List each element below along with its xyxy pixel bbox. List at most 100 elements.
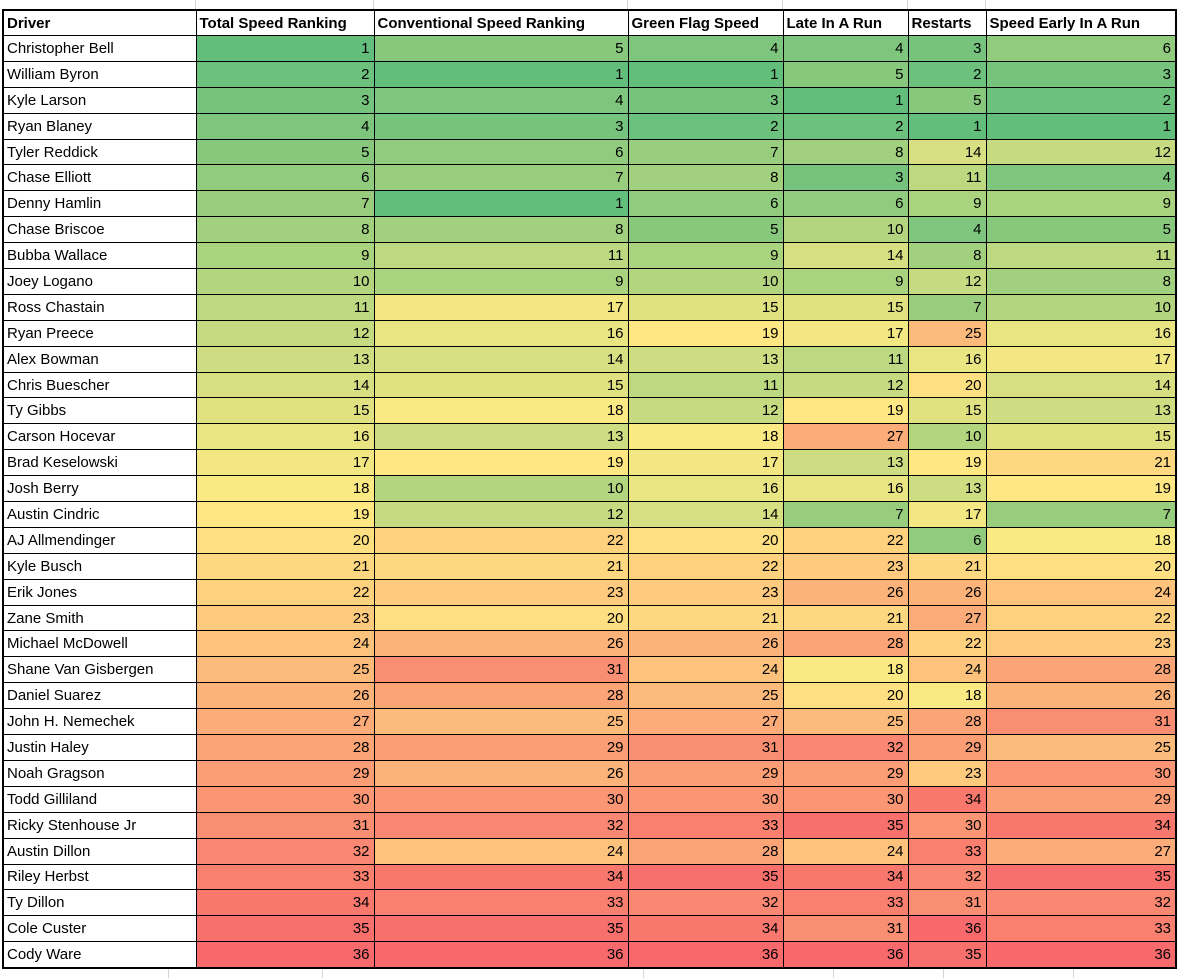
rank-cell[interactable]: 15 [907, 397, 987, 425]
rank-cell[interactable]: 25 [627, 682, 784, 710]
rank-cell[interactable]: 6 [907, 526, 987, 554]
rank-cell[interactable]: 30 [985, 759, 1177, 787]
driver-name-cell[interactable]: Cole Custer [2, 915, 197, 943]
rank-cell[interactable]: 26 [985, 682, 1177, 710]
rank-cell[interactable]: 8 [195, 216, 375, 244]
driver-name-cell[interactable]: Tyler Reddick [2, 138, 197, 166]
rank-cell[interactable]: 19 [907, 449, 987, 477]
rank-cell[interactable]: 26 [195, 682, 375, 710]
rank-cell[interactable]: 32 [627, 889, 784, 917]
rank-cell[interactable]: 13 [373, 423, 629, 451]
rank-cell[interactable]: 25 [985, 734, 1177, 761]
rank-cell[interactable]: 5 [627, 216, 784, 244]
rank-cell[interactable]: 31 [907, 889, 987, 917]
rank-cell[interactable]: 23 [195, 604, 375, 632]
rank-cell[interactable]: 35 [782, 811, 909, 839]
rank-cell[interactable]: 6 [195, 164, 375, 192]
rank-cell[interactable]: 15 [627, 293, 784, 321]
rank-cell[interactable]: 14 [373, 345, 629, 373]
driver-name-cell[interactable]: Austin Cindric [2, 501, 197, 528]
rank-cell[interactable]: 21 [373, 552, 629, 580]
column-header-restarts[interactable]: Restarts [907, 9, 987, 36]
column-header-late-in-a-run[interactable]: Late In A Run [782, 9, 909, 36]
rank-cell[interactable]: 16 [373, 319, 629, 347]
rank-cell[interactable]: 32 [907, 863, 987, 891]
rank-cell[interactable]: 23 [985, 630, 1177, 658]
rank-cell[interactable]: 5 [985, 216, 1177, 244]
rank-cell[interactable]: 36 [985, 941, 1177, 969]
rank-cell[interactable]: 20 [985, 552, 1177, 580]
rank-cell[interactable]: 1 [627, 60, 784, 88]
rank-cell[interactable]: 21 [195, 552, 375, 580]
rank-cell[interactable]: 26 [373, 759, 629, 787]
rank-cell[interactable]: 6 [782, 190, 909, 218]
rank-cell[interactable]: 33 [782, 889, 909, 917]
rank-cell[interactable]: 22 [907, 630, 987, 658]
rank-cell[interactable]: 17 [373, 293, 629, 321]
rank-cell[interactable]: 12 [627, 397, 784, 425]
rank-cell[interactable]: 10 [782, 216, 909, 244]
rank-cell[interactable]: 17 [985, 345, 1177, 373]
rank-cell[interactable]: 23 [907, 759, 987, 787]
rank-cell[interactable]: 29 [373, 734, 629, 761]
rank-cell[interactable]: 31 [985, 708, 1177, 736]
rank-cell[interactable]: 36 [907, 915, 987, 943]
rank-cell[interactable]: 3 [782, 164, 909, 192]
rank-cell[interactable]: 19 [985, 475, 1177, 503]
rank-cell[interactable]: 3 [907, 35, 987, 62]
driver-name-cell[interactable]: AJ Allmendinger [2, 526, 197, 554]
rank-cell[interactable]: 24 [195, 630, 375, 658]
rank-cell[interactable]: 20 [373, 604, 629, 632]
driver-name-cell[interactable]: Bubba Wallace [2, 242, 197, 270]
driver-name-cell[interactable]: Cody Ware [2, 941, 197, 969]
rank-cell[interactable]: 2 [907, 60, 987, 88]
rank-cell[interactable]: 25 [782, 708, 909, 736]
driver-name-cell[interactable]: Alex Bowman [2, 345, 197, 373]
rank-cell[interactable]: 9 [195, 242, 375, 270]
rank-cell[interactable]: 13 [907, 475, 987, 503]
rank-cell[interactable]: 3 [373, 112, 629, 140]
driver-name-cell[interactable]: Ross Chastain [2, 293, 197, 321]
rank-cell[interactable]: 5 [782, 60, 909, 88]
rank-cell[interactable]: 20 [195, 526, 375, 554]
rank-cell[interactable]: 33 [195, 863, 375, 891]
rank-cell[interactable]: 6 [373, 138, 629, 166]
rank-cell[interactable]: 34 [985, 811, 1177, 839]
driver-name-cell[interactable]: William Byron [2, 60, 197, 88]
rank-cell[interactable]: 10 [907, 423, 987, 451]
rank-cell[interactable]: 32 [195, 837, 375, 865]
rank-cell[interactable]: 22 [373, 526, 629, 554]
rank-cell[interactable]: 17 [907, 501, 987, 528]
rank-cell[interactable]: 34 [373, 863, 629, 891]
rank-cell[interactable]: 26 [907, 578, 987, 606]
rank-cell[interactable]: 19 [782, 397, 909, 425]
rank-cell[interactable]: 18 [195, 475, 375, 503]
driver-name-cell[interactable]: Michael McDowell [2, 630, 197, 658]
rank-cell[interactable]: 28 [627, 837, 784, 865]
rank-cell[interactable]: 18 [985, 526, 1177, 554]
rank-cell[interactable]: 31 [195, 811, 375, 839]
rank-cell[interactable]: 5 [907, 86, 987, 114]
rank-cell[interactable]: 30 [195, 785, 375, 813]
rank-cell[interactable]: 34 [907, 785, 987, 813]
rank-cell[interactable]: 11 [782, 345, 909, 373]
rank-cell[interactable]: 28 [373, 682, 629, 710]
rank-cell[interactable]: 29 [782, 759, 909, 787]
driver-name-cell[interactable]: Ty Dillon [2, 889, 197, 917]
rank-cell[interactable]: 28 [907, 708, 987, 736]
rank-cell[interactable]: 4 [195, 112, 375, 140]
rank-cell[interactable]: 32 [782, 734, 909, 761]
rank-cell[interactable]: 32 [985, 889, 1177, 917]
rank-cell[interactable]: 13 [985, 397, 1177, 425]
driver-name-cell[interactable]: Ryan Preece [2, 319, 197, 347]
driver-name-cell[interactable]: Chase Elliott [2, 164, 197, 192]
rank-cell[interactable]: 11 [627, 371, 784, 399]
driver-name-cell[interactable]: Carson Hocevar [2, 423, 197, 451]
rank-cell[interactable]: 2 [985, 86, 1177, 114]
rank-cell[interactable]: 25 [907, 319, 987, 347]
rank-cell[interactable]: 16 [627, 475, 784, 503]
driver-name-cell[interactable]: Christopher Bell [2, 35, 197, 62]
rank-cell[interactable]: 5 [373, 35, 629, 62]
rank-cell[interactable]: 9 [627, 242, 784, 270]
rank-cell[interactable]: 17 [195, 449, 375, 477]
